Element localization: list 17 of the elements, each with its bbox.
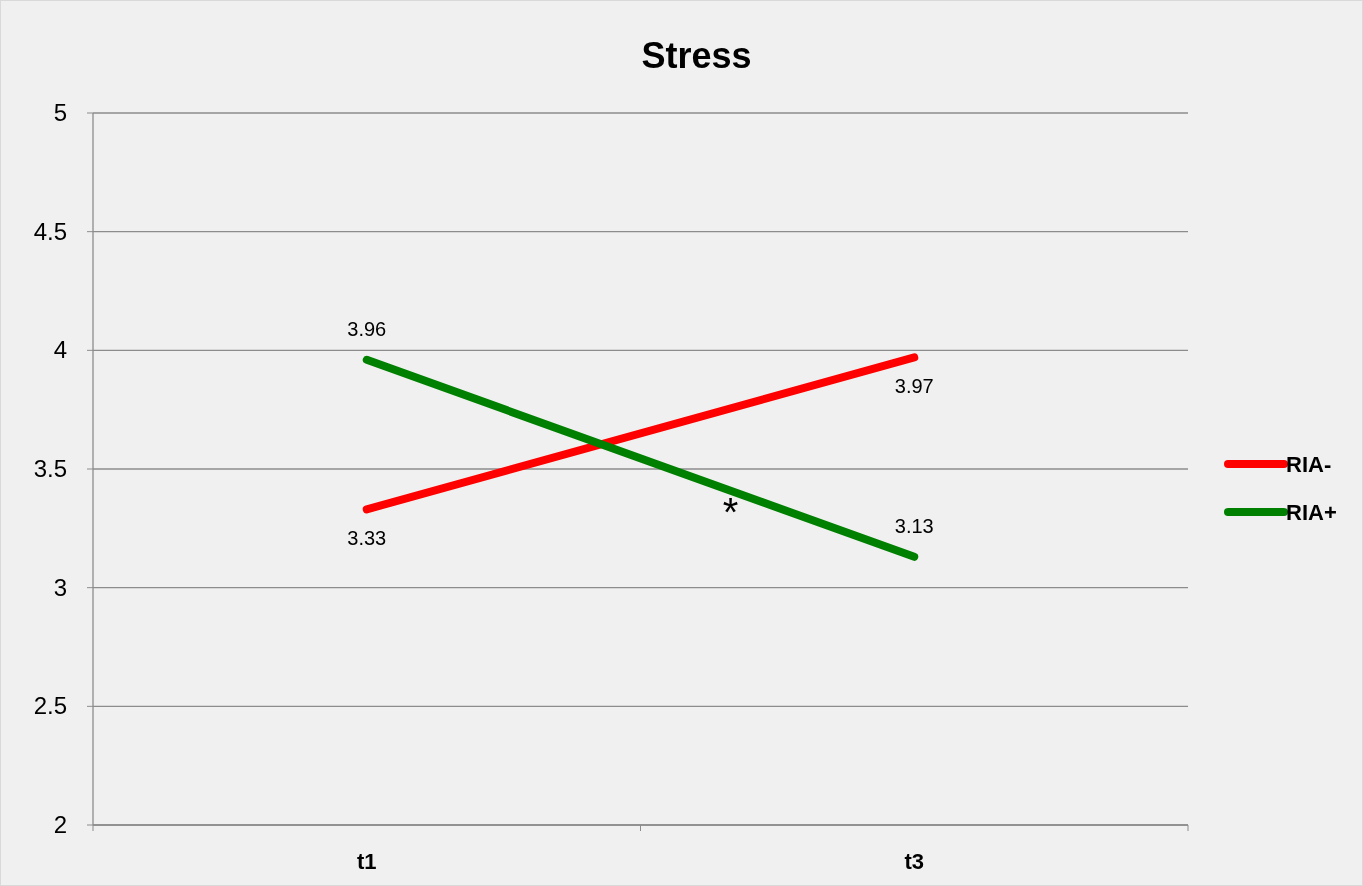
x-tick-label: t3 [904, 849, 925, 874]
y-tick-label: 4.5 [33, 217, 67, 245]
legend-label: RIA- [1286, 452, 1332, 477]
y-tick-label: 4 [53, 336, 67, 364]
y-tick-label: 3.5 [33, 455, 67, 482]
data-label: 3.96 [347, 317, 387, 340]
y-tick-label: 3 [53, 573, 67, 601]
y-tick-label: 5 [53, 99, 67, 126]
y-tick-label: 2.5 [33, 692, 67, 720]
data-label: 3.97 [894, 375, 934, 398]
x-tick-label: t1 [356, 849, 377, 874]
chart-title: Stress [641, 35, 752, 76]
legend-label: RIA+ [1286, 500, 1337, 525]
y-tick-label: 2 [53, 811, 67, 838]
data-label: 3.13 [894, 514, 934, 537]
data-label: 3.33 [347, 527, 387, 550]
annotation: * [722, 489, 739, 534]
